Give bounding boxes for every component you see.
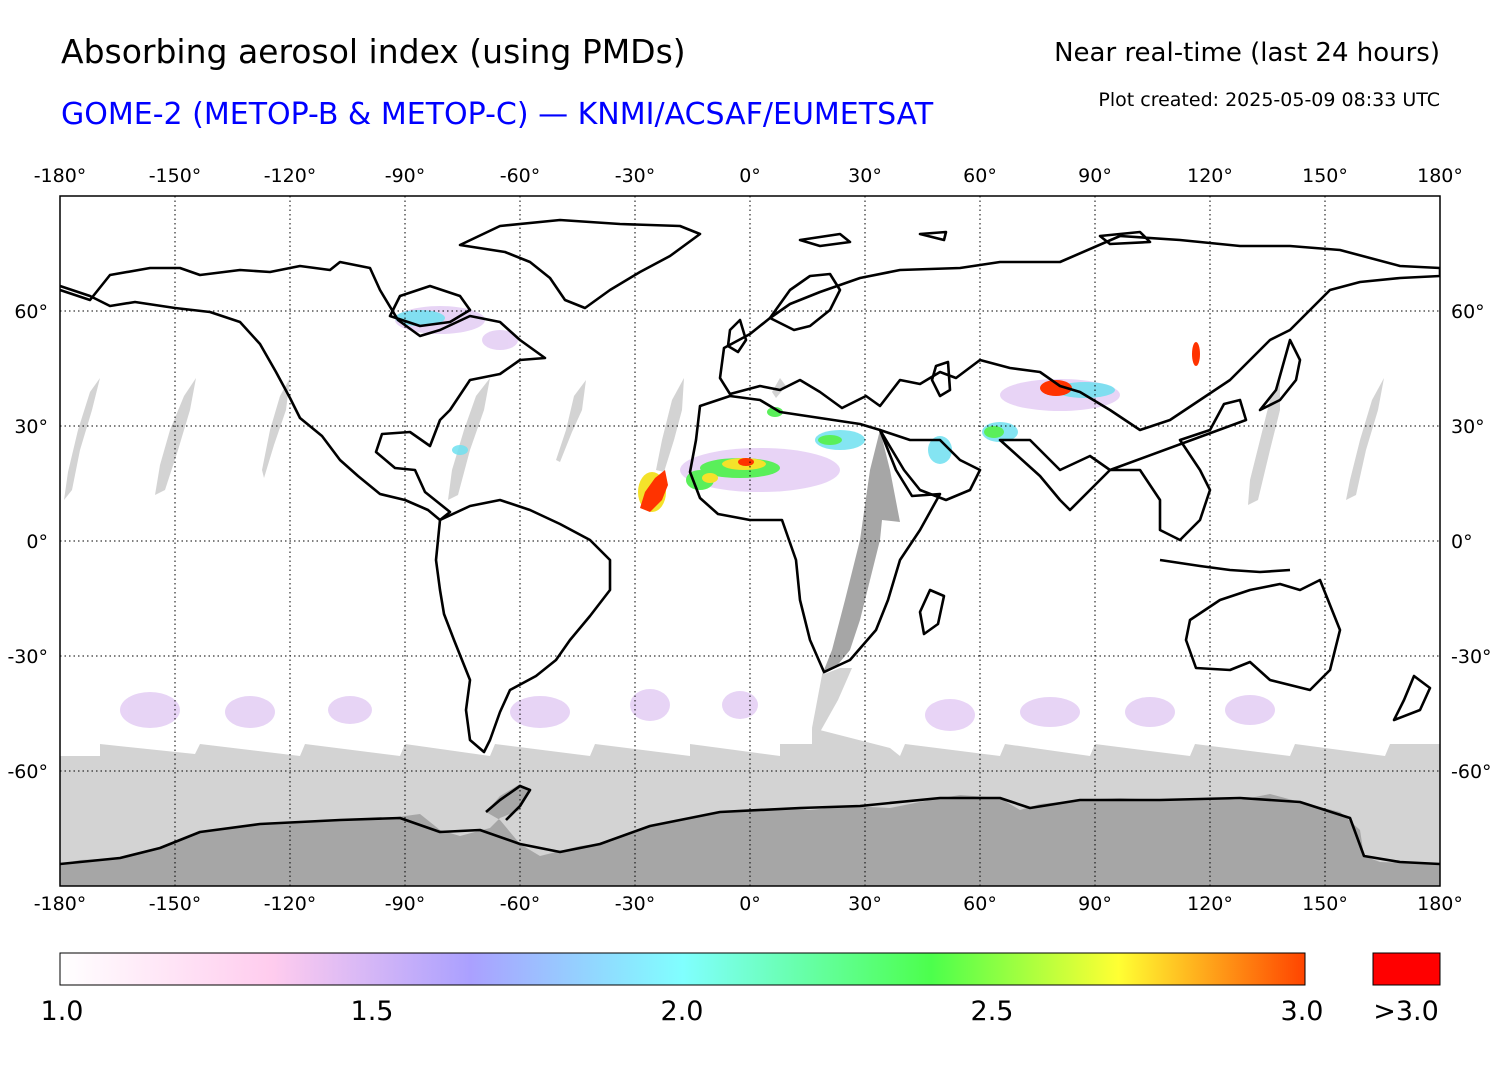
antarctica-coast [60, 796, 1440, 866]
colorbar-overflow-label: >3.0 [1373, 996, 1439, 1027]
madagascar-coast [918, 588, 946, 636]
lon-tick-bottom: 150° [1302, 893, 1348, 915]
colorbar-label: 1.5 [351, 996, 394, 1027]
greenland-coast [458, 218, 702, 310]
colorbar-label: 2.0 [661, 996, 704, 1027]
caspian-coast [930, 360, 952, 398]
hudson-bay-coast [388, 284, 472, 328]
lon-tick-bottom: -180° [34, 893, 87, 915]
lon-tick-top: -150° [149, 165, 202, 187]
lat-tick-right: -60° [1451, 761, 1492, 783]
lat-tick-left: 60° [14, 301, 48, 323]
lon-tick-top: 150° [1302, 165, 1348, 187]
lon-tick-bottom: 180° [1417, 893, 1463, 915]
lon-tick-top: -30° [615, 165, 656, 187]
lon-tick-top: 90° [1078, 165, 1112, 187]
africa-coast [688, 394, 942, 674]
lon-tick-bottom: -120° [264, 893, 317, 915]
lon-tick-top: 180° [1417, 165, 1463, 187]
lon-tick-top: 0° [739, 165, 761, 187]
colorbar-gradient-bar [59, 952, 1306, 986]
map-layers [60, 196, 1440, 886]
indonesia-coast [1159, 558, 1291, 574]
lon-tick-bottom: -150° [149, 893, 202, 915]
japan-coast [1258, 338, 1302, 412]
lon-tick-bottom: 60° [963, 893, 997, 915]
lat-tick-left: 30° [14, 416, 48, 438]
lon-tick-top: -120° [264, 165, 317, 187]
lon-tick-bottom: 120° [1187, 893, 1233, 915]
arctic-islands-coast [798, 230, 1152, 248]
lon-tick-top: -180° [34, 165, 87, 187]
lat-tick-left: 0° [26, 531, 48, 553]
coastlines [60, 218, 1440, 866]
lat-tick-right: 60° [1451, 301, 1485, 323]
lon-tick-top: -60° [500, 165, 541, 187]
lon-tick-bottom: -30° [615, 893, 656, 915]
map-title: Absorbing aerosol index (using PMDs) [61, 32, 686, 71]
lat-tick-right: -30° [1451, 646, 1492, 668]
graticule [60, 196, 1440, 886]
north-america-coast [60, 260, 547, 522]
arabia-coast [878, 428, 982, 502]
uk-coast [726, 318, 748, 354]
time-coverage-label: Near real-time (last 24 hours) [1054, 38, 1440, 68]
lon-tick-top: 60° [963, 165, 997, 187]
australia-coast [1184, 578, 1342, 692]
colorbar-label: 2.5 [971, 996, 1014, 1027]
south-america-coast [434, 498, 612, 754]
lat-ticks-right: 60° 30° 0° -30° -60° [1451, 301, 1492, 783]
lon-tick-bottom: -90° [385, 893, 426, 915]
colorbar-overflow-swatch [1372, 952, 1441, 986]
lon-tick-bottom: 0° [739, 893, 761, 915]
south-atlantic-data-gap [812, 668, 852, 732]
new-zealand-coast [1392, 674, 1432, 722]
lon-ticks-bottom: -180° -150° -120° -90° -60° -30° 0° 30° … [34, 893, 1463, 915]
lon-tick-bottom: 30° [848, 893, 882, 915]
lon-tick-top: 30° [848, 165, 882, 187]
map-subtitle: GOME-2 (METOP-B & METOP-C) — KNMI/ACSAF/… [61, 97, 934, 132]
colorbar-label: 1.0 [41, 996, 84, 1027]
lat-tick-left: -60° [7, 761, 48, 783]
lon-tick-top: 120° [1187, 165, 1233, 187]
lon-tick-bottom: -60° [500, 893, 541, 915]
europe-asia-coast [718, 234, 1440, 432]
antarctic-peninsula-coast [485, 784, 532, 821]
scandinavia-coast [768, 272, 842, 332]
lon-tick-top: -90° [385, 165, 426, 187]
lon-tick-bottom: 90° [1078, 893, 1112, 915]
lat-tick-right: 30° [1451, 416, 1485, 438]
lat-tick-right: 0° [1451, 531, 1473, 553]
aerosol-signal-extreme [640, 342, 1200, 512]
map-frame [59, 195, 1441, 887]
lon-ticks-top: -180° -150° -120° -90° -60° -30° 0° 30° … [34, 165, 1463, 187]
colorbar-labels: 1.0 1.5 2.0 2.5 3.0 >3.0 [41, 996, 1439, 1027]
orbit-gap-swaths [64, 378, 1384, 505]
plot-created-timestamp: Plot created: 2025-05-09 08:33 UTC [1098, 89, 1440, 111]
lat-tick-left: -30° [7, 646, 48, 668]
southeast-asia-coast [1108, 398, 1248, 542]
india-coast [998, 438, 1112, 512]
lat-ticks-left: 60° 30° 0° -30° -60° [7, 301, 48, 783]
africa-data-gap [822, 430, 900, 675]
colorbar-label: 3.0 [1281, 996, 1324, 1027]
